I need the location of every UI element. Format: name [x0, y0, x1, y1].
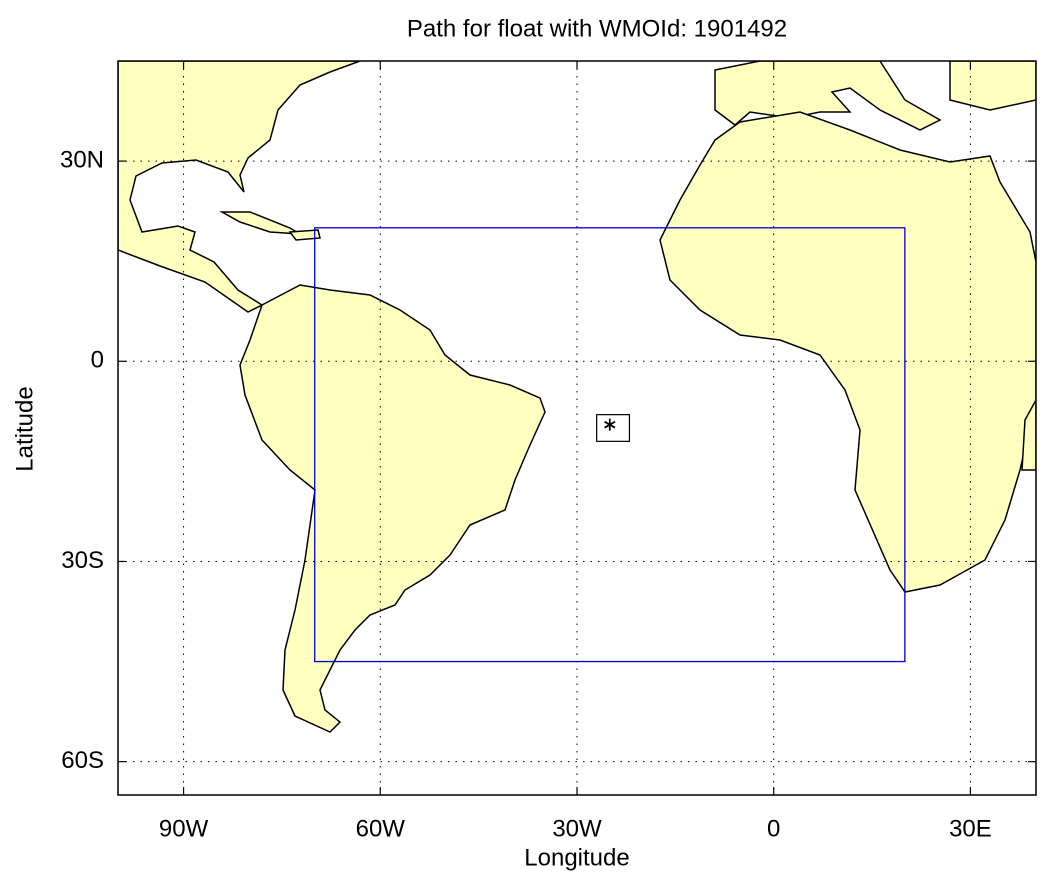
hispaniola	[288, 229, 321, 241]
plot-frame	[117, 60, 1037, 796]
x-tick-label: 30W	[552, 815, 602, 842]
float-star-stroke	[604, 420, 616, 429]
x-axis-label: Longitude	[524, 844, 629, 871]
x-tick-label: 30E	[949, 815, 992, 842]
land-layer	[118, 61, 1036, 733]
south-america	[239, 284, 546, 733]
region-box	[314, 227, 906, 663]
madagascar	[1021, 399, 1036, 471]
x-tick-label: 60W	[356, 815, 406, 842]
y-tick-label: 30S	[61, 547, 104, 574]
y-tick-label: 60S	[61, 747, 104, 774]
y-tick-label: 0	[91, 347, 104, 374]
x-tick-label: 90W	[159, 815, 209, 842]
asia-minor	[949, 61, 1036, 111]
north-america	[118, 61, 361, 313]
float-box	[596, 414, 631, 442]
y-tick-label: 30N	[60, 146, 104, 173]
map-title: Path for float with WMOId: 1901492	[407, 15, 787, 42]
x-tick-label: 0	[767, 815, 780, 842]
europe	[714, 61, 942, 131]
y-axis-label: Latitude	[11, 386, 38, 471]
africa	[659, 111, 1036, 593]
float-position	[604, 418, 616, 431]
